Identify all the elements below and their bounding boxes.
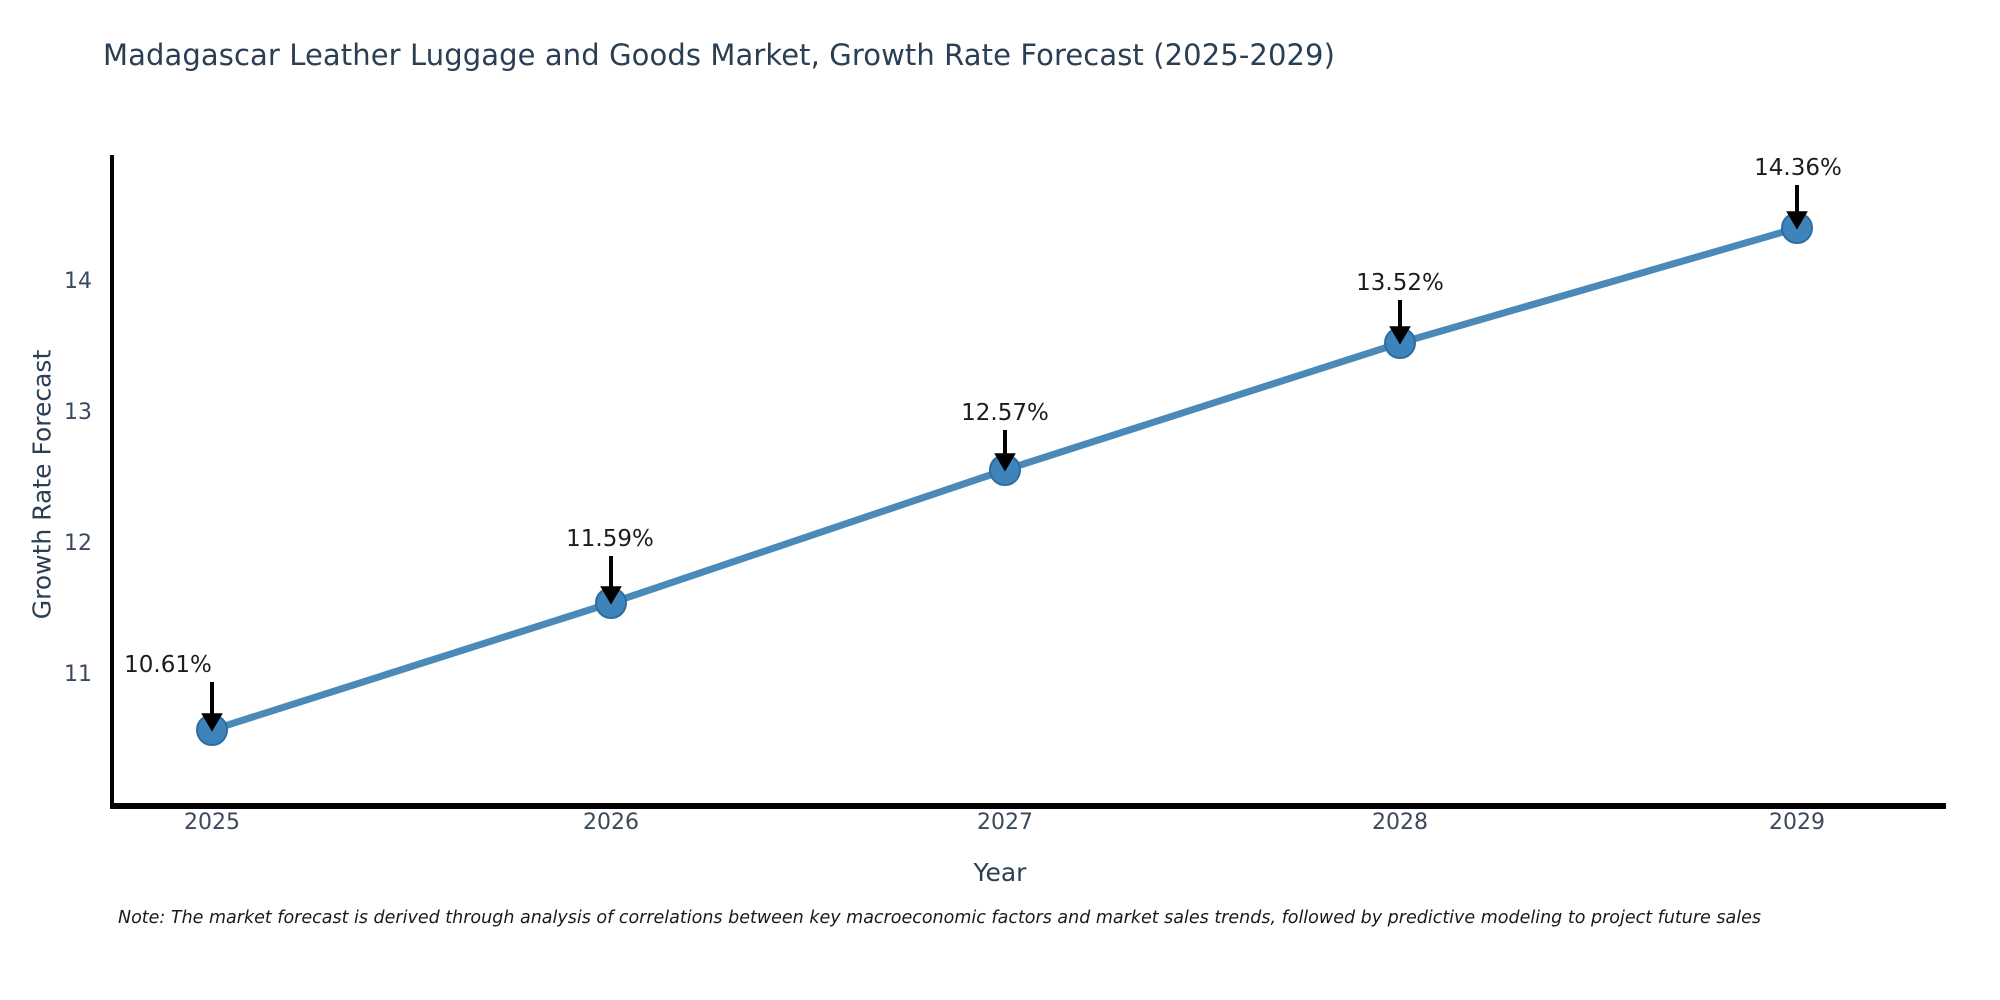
- x-tick-label-2025: 2025: [184, 810, 240, 835]
- point-label-2026: 11.59%: [566, 526, 654, 552]
- y-tick-label-14: 14: [64, 269, 92, 294]
- x-tick-label-2027: 2027: [977, 810, 1033, 835]
- x-axis-title: Year: [973, 858, 1027, 887]
- chart-footnote: Note: The market forecast is derived thr…: [118, 908, 1761, 928]
- x-tick-label-2026: 2026: [583, 810, 639, 835]
- y-tick-label-13: 13: [64, 400, 92, 425]
- y-tick-label-12: 12: [64, 531, 92, 556]
- point-label-2028: 13.52%: [1356, 270, 1444, 296]
- chart-title: Madagascar Leather Luggage and Goods Mar…: [103, 38, 1336, 72]
- x-tick-label-2028: 2028: [1372, 810, 1428, 835]
- point-label-2027: 12.57%: [961, 400, 1049, 426]
- point-label-2025: 10.61%: [124, 652, 212, 678]
- y-tick-label-11: 11: [64, 662, 92, 687]
- point-label-2029: 14.36%: [1754, 155, 1842, 181]
- x-tick-label-2029: 2029: [1769, 810, 1825, 835]
